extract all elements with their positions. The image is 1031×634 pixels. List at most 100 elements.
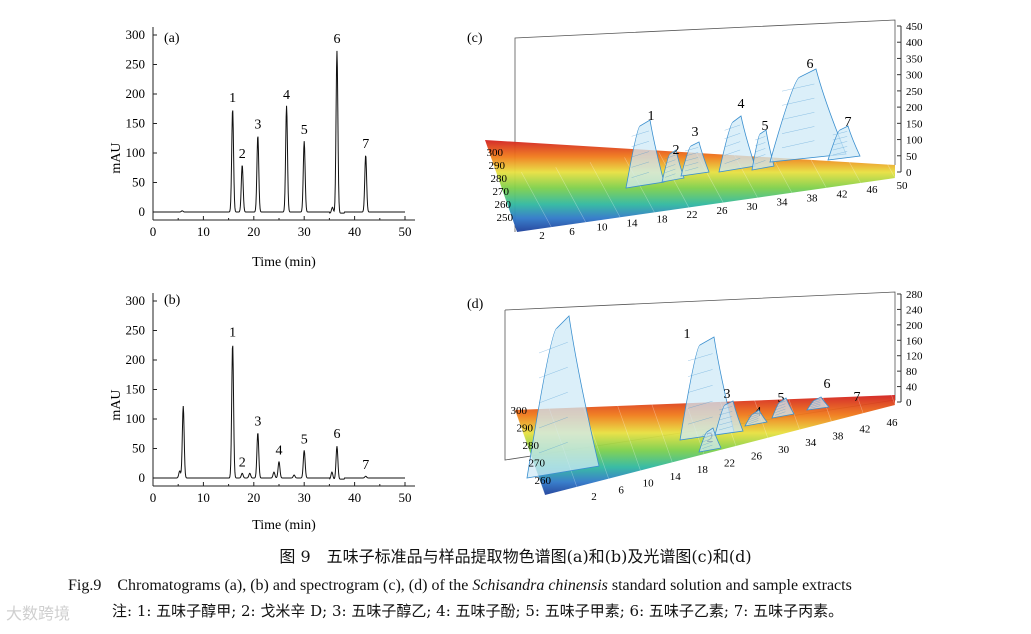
- peak-label: 7: [362, 137, 369, 152]
- time-tick-label: 38: [807, 193, 819, 205]
- peak-label: 7: [854, 390, 861, 405]
- z-tick-label: 300: [906, 70, 923, 82]
- peak-mesh-line: [755, 154, 766, 159]
- panel-a-label: (a): [164, 31, 180, 46]
- peak-mesh-line: [748, 420, 759, 425]
- wavelength-tick-label: 300: [511, 405, 528, 417]
- wavelength-tick-label: 250: [497, 212, 514, 224]
- floor-grid-line: [769, 344, 800, 430]
- peak-label: 3: [724, 387, 731, 402]
- y-tick-label: 150: [126, 382, 146, 397]
- spectral-peak: [661, 149, 685, 183]
- peak-mesh-line: [718, 426, 733, 431]
- peak-mesh-line: [810, 405, 821, 409]
- spectral-peak: [718, 115, 756, 173]
- spectral-peak: [698, 427, 722, 453]
- time-tick-label: 30: [747, 201, 759, 213]
- peak-label: 3: [692, 125, 699, 140]
- y-tick-label: 300: [126, 27, 146, 42]
- y-tick-label: 100: [126, 145, 146, 160]
- figure-caption-en: Fig.9 Chromatograms (a), (b) and spectro…: [68, 571, 1028, 595]
- z-tick-label: 80: [906, 366, 918, 378]
- peak-mesh-line: [631, 151, 650, 158]
- y-tick-label: 50: [132, 441, 145, 456]
- floor-grid-line: [521, 171, 552, 228]
- time-tick-label: 26: [717, 205, 729, 217]
- panel-c-label: (c): [467, 31, 483, 46]
- panel-b-xlabel: Time (min): [252, 518, 316, 533]
- wavelength-tick-label: 300: [487, 147, 504, 159]
- peak-mesh-line: [538, 366, 568, 379]
- floor-grid-line: [864, 319, 896, 406]
- x-tick-label: 40: [348, 224, 361, 239]
- peak-mesh-line: [781, 112, 815, 120]
- peak-mesh-line: [832, 136, 848, 141]
- spectral-peak: [827, 125, 861, 161]
- z-tick-label: 0: [906, 167, 912, 179]
- peak-label: 3: [254, 117, 261, 132]
- spectral-peak: [744, 409, 768, 427]
- x-tick-label: 10: [197, 224, 210, 239]
- time-tick-label: 26: [751, 451, 763, 463]
- time-tick-label: 6: [618, 484, 624, 496]
- peak-mesh-line: [665, 168, 676, 173]
- peak-mesh-line: [665, 154, 676, 159]
- z-tick-label: 50: [906, 151, 918, 163]
- peak-mesh-line: [687, 353, 713, 362]
- time-tick-label: 2: [539, 230, 545, 242]
- time-tick-label: 18: [697, 464, 709, 476]
- peak-mesh-line: [724, 133, 741, 139]
- peak-mesh-line: [684, 157, 699, 162]
- peak-mesh-line: [665, 173, 676, 178]
- z-tick-label: 240: [906, 304, 923, 316]
- wavelength-tick-label: 270: [529, 458, 546, 470]
- peak-label: 4: [276, 443, 283, 458]
- y-tick-label: 200: [126, 86, 146, 101]
- peak-mesh-line: [665, 164, 676, 169]
- peak-label: 5: [301, 123, 308, 138]
- peak-mesh-line: [832, 131, 848, 136]
- peak-mesh-line: [832, 146, 848, 151]
- peak-label: 6: [333, 427, 340, 442]
- panel-d-label: (d): [467, 297, 484, 312]
- time-tick-label: 10: [597, 222, 609, 234]
- figure-note: 注: 1: 五味子醇甲; 2: 戈米辛 D; 3: 五味子醇乙; 4: 五味子酚…: [112, 602, 844, 620]
- peak-label: 1: [648, 109, 655, 124]
- floor-grid-line: [737, 352, 769, 438]
- peak-mesh-line: [687, 369, 713, 377]
- z-tick-label: 0: [906, 397, 912, 409]
- peak-mesh-line: [718, 416, 733, 421]
- peak-mesh-line: [775, 406, 786, 411]
- peak-label: 1: [684, 327, 691, 342]
- peak-mesh-line: [684, 167, 699, 172]
- caption-en-species: Schisandra chinensis: [472, 577, 608, 594]
- peak-mesh-line: [748, 414, 759, 419]
- x-tick-label: 20: [247, 224, 260, 239]
- peak-label: 7: [362, 458, 369, 473]
- floor-grid-line: [589, 162, 621, 218]
- peak-label: 3: [254, 415, 261, 430]
- z-tick-label: 100: [906, 135, 923, 147]
- peak-mesh-line: [724, 141, 741, 148]
- chromatogram-trace: [153, 345, 405, 480]
- peak-mesh-line: [755, 148, 766, 153]
- spectral-peak: [771, 397, 795, 419]
- peak-mesh-line: [810, 398, 821, 402]
- chromatogram-trace: [153, 50, 405, 214]
- z-tick-label: 40: [906, 382, 918, 394]
- peak-label: 1: [229, 91, 236, 106]
- peak-label: 6: [807, 57, 814, 72]
- peak-mesh-line: [775, 411, 786, 416]
- x-tick-label: 30: [298, 490, 311, 505]
- spectral-floor: [485, 140, 895, 232]
- peak-label: 4: [738, 97, 745, 112]
- y-tick-label: 300: [126, 293, 146, 308]
- y-tick-label: 200: [126, 352, 146, 367]
- peak-mesh-line: [665, 159, 676, 164]
- x-tick-label: 0: [150, 490, 157, 505]
- caption-en-prefix: Fig.9 Chromatograms (a), (b) and spectro…: [68, 577, 473, 594]
- peak-mesh-line: [724, 149, 741, 156]
- wavelength-tick-label: 280: [523, 440, 540, 452]
